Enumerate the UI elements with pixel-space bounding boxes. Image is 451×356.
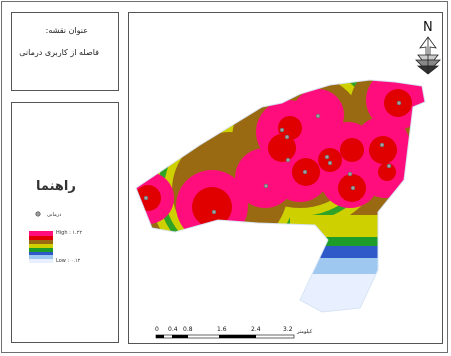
legend-low-label: Low : ۰.۱۲ [56, 258, 81, 264]
scale-tick-2: 0.8 [183, 326, 193, 333]
health-facility-points [143, 100, 402, 215]
scale-tick-3: 1.6 [217, 326, 227, 333]
scale-tick-5: 3.2 [283, 326, 293, 333]
map-title-subtitle: فاصله از کاربری درمانی [19, 48, 99, 57]
study-area-outline [135, 79, 426, 313]
scale-unit: کیلومتر [296, 329, 313, 335]
north-arrow-icon [415, 36, 441, 75]
map-frame [1, 1, 448, 353]
legend-point-symbol [35, 211, 41, 217]
distance-raster [136, 80, 425, 312]
legend-high-label: High : ۱.۲۲ [56, 230, 83, 236]
title-panel [11, 12, 119, 91]
map-title-label: عنوان نقشه: [45, 26, 88, 35]
north-letter: N [423, 20, 433, 35]
legend-panel [11, 102, 119, 343]
legend-color-ramp [29, 231, 53, 263]
scale-labels: 0 0.4 0.8 1.6 2.4 3.2 کیلومتر [155, 326, 313, 335]
scale-tick-1: 0.4 [168, 326, 178, 333]
scale-bar [155, 334, 295, 339]
legend-heading: راهنما [36, 179, 76, 194]
scale-tick-4: 2.4 [251, 326, 261, 333]
legend-point-label: درمانی [47, 212, 62, 218]
scale-tick-0: 0 [155, 326, 159, 333]
